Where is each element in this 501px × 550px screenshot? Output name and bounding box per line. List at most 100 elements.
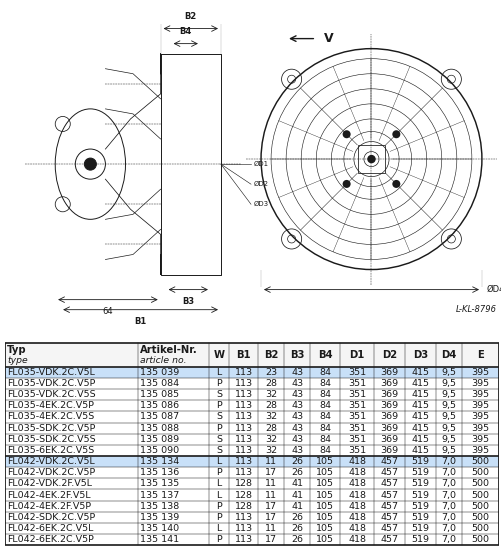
Text: 7,0: 7,0: [440, 535, 455, 544]
Text: 135 137: 135 137: [140, 491, 179, 499]
Text: 84: 84: [319, 434, 331, 444]
Text: 26: 26: [291, 524, 303, 533]
Text: 11: 11: [265, 457, 277, 466]
Text: 418: 418: [347, 468, 365, 477]
Circle shape: [367, 156, 374, 163]
Text: 26: 26: [291, 457, 303, 466]
Text: 135 140: 135 140: [140, 524, 179, 533]
Text: 9,5: 9,5: [440, 390, 455, 399]
Text: 135 088: 135 088: [140, 424, 179, 433]
Text: 519: 519: [410, 491, 428, 499]
Text: 519: 519: [410, 480, 428, 488]
Text: 457: 457: [380, 468, 398, 477]
Text: 41: 41: [291, 480, 303, 488]
Text: 351: 351: [347, 434, 365, 444]
Text: L: L: [216, 368, 221, 377]
Text: 43: 43: [291, 446, 303, 455]
Text: 418: 418: [347, 491, 365, 499]
Text: 84: 84: [319, 402, 331, 410]
Text: 369: 369: [380, 368, 398, 377]
Bar: [5, 343, 498, 367]
Text: 28: 28: [265, 379, 277, 388]
Text: P: P: [215, 513, 221, 522]
Text: 113: 113: [234, 513, 252, 522]
Text: 415: 415: [410, 368, 428, 377]
Text: 457: 457: [380, 480, 398, 488]
Text: 135 136: 135 136: [140, 468, 179, 477]
Bar: [5, 367, 498, 378]
Text: 43: 43: [291, 412, 303, 421]
Text: 418: 418: [347, 457, 365, 466]
Text: 28: 28: [265, 424, 277, 433]
Text: 351: 351: [347, 424, 365, 433]
Text: 418: 418: [347, 524, 365, 533]
Text: 84: 84: [319, 390, 331, 399]
Text: B3: B3: [182, 297, 194, 306]
Text: 9,5: 9,5: [440, 412, 455, 421]
Text: FL035-VDK.2C.V5S: FL035-VDK.2C.V5S: [7, 390, 95, 399]
Text: S: S: [215, 434, 221, 444]
Text: 7,0: 7,0: [440, 513, 455, 522]
Text: L: L: [216, 524, 221, 533]
Text: FL042-6EK.2C.V5P: FL042-6EK.2C.V5P: [7, 535, 94, 544]
Text: B1: B1: [134, 317, 146, 326]
Text: FL042-VDK.2C.V5L: FL042-VDK.2C.V5L: [7, 457, 95, 466]
Text: 9,5: 9,5: [440, 402, 455, 410]
Text: P: P: [215, 402, 221, 410]
Text: 519: 519: [410, 457, 428, 466]
Circle shape: [84, 158, 96, 170]
Text: 351: 351: [347, 390, 365, 399]
Text: 395: 395: [470, 446, 488, 455]
Text: 9,5: 9,5: [440, 424, 455, 433]
Text: 26: 26: [291, 513, 303, 522]
Text: 395: 395: [470, 402, 488, 410]
Text: 500: 500: [471, 513, 488, 522]
Text: 519: 519: [410, 524, 428, 533]
Text: 84: 84: [319, 424, 331, 433]
Text: B2: B2: [264, 350, 278, 360]
Text: 415: 415: [410, 424, 428, 433]
Text: 500: 500: [471, 480, 488, 488]
Text: 64: 64: [102, 307, 113, 316]
Text: ØD4: ØD4: [486, 285, 501, 294]
Text: P: P: [215, 424, 221, 433]
Text: 105: 105: [316, 502, 334, 510]
Text: 17: 17: [265, 513, 277, 522]
Text: 369: 369: [380, 390, 398, 399]
Text: FL035-SDK.2C.V5P: FL035-SDK.2C.V5P: [7, 424, 95, 433]
Text: 105: 105: [316, 513, 334, 522]
Text: 23: 23: [265, 368, 277, 377]
Text: 457: 457: [380, 502, 398, 510]
Text: 128: 128: [234, 502, 252, 510]
Text: 135 084: 135 084: [140, 379, 179, 388]
Text: 418: 418: [347, 535, 365, 544]
Text: L: L: [216, 491, 221, 499]
Text: 415: 415: [410, 379, 428, 388]
Text: P: P: [215, 502, 221, 510]
Text: V: V: [323, 32, 333, 45]
Text: FL042-VDK.2F.V5L: FL042-VDK.2F.V5L: [7, 480, 92, 488]
Text: 9,5: 9,5: [440, 368, 455, 377]
Text: 11: 11: [265, 524, 277, 533]
Text: 135 135: 135 135: [140, 480, 179, 488]
Text: B3: B3: [290, 350, 304, 360]
Text: 135 141: 135 141: [140, 535, 179, 544]
Text: 418: 418: [347, 502, 365, 510]
Text: 519: 519: [410, 513, 428, 522]
Text: ØD2: ØD2: [253, 181, 268, 187]
Text: 500: 500: [471, 524, 488, 533]
Text: 32: 32: [265, 390, 277, 399]
Text: 113: 113: [234, 524, 252, 533]
Text: 500: 500: [471, 457, 488, 466]
Text: ØD1: ØD1: [253, 161, 268, 167]
Text: 457: 457: [380, 491, 398, 499]
Circle shape: [391, 130, 399, 138]
Text: L: L: [216, 457, 221, 466]
Text: 41: 41: [291, 491, 303, 499]
Text: FL035-6EK.2C.V5S: FL035-6EK.2C.V5S: [7, 446, 94, 455]
Text: 32: 32: [265, 434, 277, 444]
Text: D4: D4: [440, 350, 455, 360]
Text: 135 138: 135 138: [140, 502, 179, 510]
Text: FL035-4EK.2C.V5P: FL035-4EK.2C.V5P: [7, 402, 94, 410]
Text: L-KL-8796: L-KL-8796: [455, 305, 496, 314]
